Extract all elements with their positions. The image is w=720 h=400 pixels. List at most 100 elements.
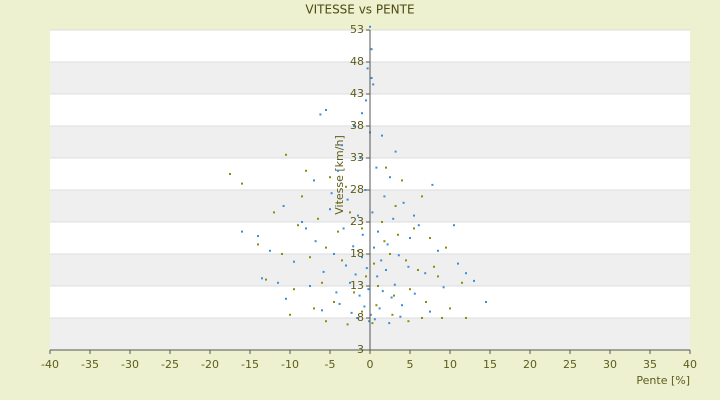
point xyxy=(337,230,339,233)
point xyxy=(445,246,447,249)
point xyxy=(350,311,353,314)
y-tick-label: 43 xyxy=(350,87,364,100)
point xyxy=(373,262,375,265)
point xyxy=(359,157,362,159)
point xyxy=(457,262,459,265)
y-tick-label: 8 xyxy=(357,311,364,324)
point xyxy=(378,307,381,310)
x-axis-label: Pente [%] xyxy=(636,374,690,387)
point xyxy=(353,291,355,294)
x-tick-label: 40 xyxy=(683,358,697,371)
x-tick-label: -35 xyxy=(81,358,99,371)
point xyxy=(453,224,455,227)
point xyxy=(325,320,327,323)
point xyxy=(425,301,427,303)
point xyxy=(405,259,407,262)
point xyxy=(407,265,410,268)
point xyxy=(376,275,379,278)
x-tick-label: -25 xyxy=(161,358,179,371)
point xyxy=(364,189,367,191)
point xyxy=(277,281,279,284)
point xyxy=(437,249,439,252)
point xyxy=(361,256,363,259)
point xyxy=(429,310,431,313)
y-tick-label: 13 xyxy=(350,279,364,292)
point xyxy=(297,224,299,227)
y-tick-label: 33 xyxy=(350,151,364,164)
point xyxy=(342,227,345,230)
point xyxy=(409,288,411,291)
x-tick-label: -20 xyxy=(201,358,219,371)
point xyxy=(424,272,427,275)
point xyxy=(370,77,373,79)
point xyxy=(257,243,259,246)
y-axis-label: Vitesse [km/h] xyxy=(333,135,346,215)
point xyxy=(269,249,271,252)
point xyxy=(333,253,335,255)
x-tick-label: 0 xyxy=(367,358,374,371)
x-tick-label: 25 xyxy=(563,358,577,371)
point xyxy=(273,211,275,214)
point xyxy=(365,275,367,278)
point xyxy=(356,317,359,319)
point xyxy=(390,296,393,299)
point xyxy=(383,240,386,243)
point xyxy=(371,322,374,325)
point xyxy=(358,294,361,297)
point xyxy=(305,227,307,230)
point xyxy=(381,290,384,293)
point xyxy=(282,205,285,207)
point xyxy=(329,208,331,211)
point xyxy=(341,259,343,262)
point xyxy=(337,169,339,172)
point xyxy=(319,113,322,116)
y-tick-label: 48 xyxy=(350,55,364,68)
point xyxy=(361,112,363,115)
point xyxy=(421,195,423,198)
point xyxy=(367,288,370,291)
point xyxy=(317,217,319,220)
point xyxy=(465,317,467,319)
point xyxy=(293,260,295,263)
point xyxy=(321,309,323,312)
point xyxy=(461,281,463,284)
y-tick-label: 53 xyxy=(350,23,364,36)
point xyxy=(354,273,357,276)
point xyxy=(261,277,263,280)
point xyxy=(241,230,243,233)
point xyxy=(338,201,341,204)
point xyxy=(465,272,467,275)
point xyxy=(325,109,327,111)
point xyxy=(421,317,423,319)
point xyxy=(442,286,445,289)
point xyxy=(363,305,366,308)
y-tick-label: 23 xyxy=(350,215,364,228)
point xyxy=(401,304,403,307)
point xyxy=(449,307,451,310)
point xyxy=(369,25,371,28)
point xyxy=(388,322,391,325)
point xyxy=(369,313,372,316)
point xyxy=(397,254,400,257)
point xyxy=(399,315,402,318)
point xyxy=(373,318,376,321)
point xyxy=(437,275,439,278)
point xyxy=(357,214,359,217)
point xyxy=(229,173,231,175)
x-tick-label: -30 xyxy=(121,358,139,371)
point xyxy=(473,279,475,282)
point xyxy=(309,256,311,259)
point xyxy=(413,214,415,217)
point xyxy=(345,185,347,188)
point xyxy=(433,265,435,268)
x-tick-label: -15 xyxy=(241,358,259,371)
point xyxy=(393,294,395,297)
point xyxy=(309,285,311,287)
point xyxy=(383,195,386,198)
point xyxy=(385,166,387,169)
point xyxy=(341,144,343,147)
point xyxy=(305,169,307,172)
point xyxy=(335,291,338,294)
point xyxy=(257,235,259,238)
point xyxy=(313,179,315,182)
